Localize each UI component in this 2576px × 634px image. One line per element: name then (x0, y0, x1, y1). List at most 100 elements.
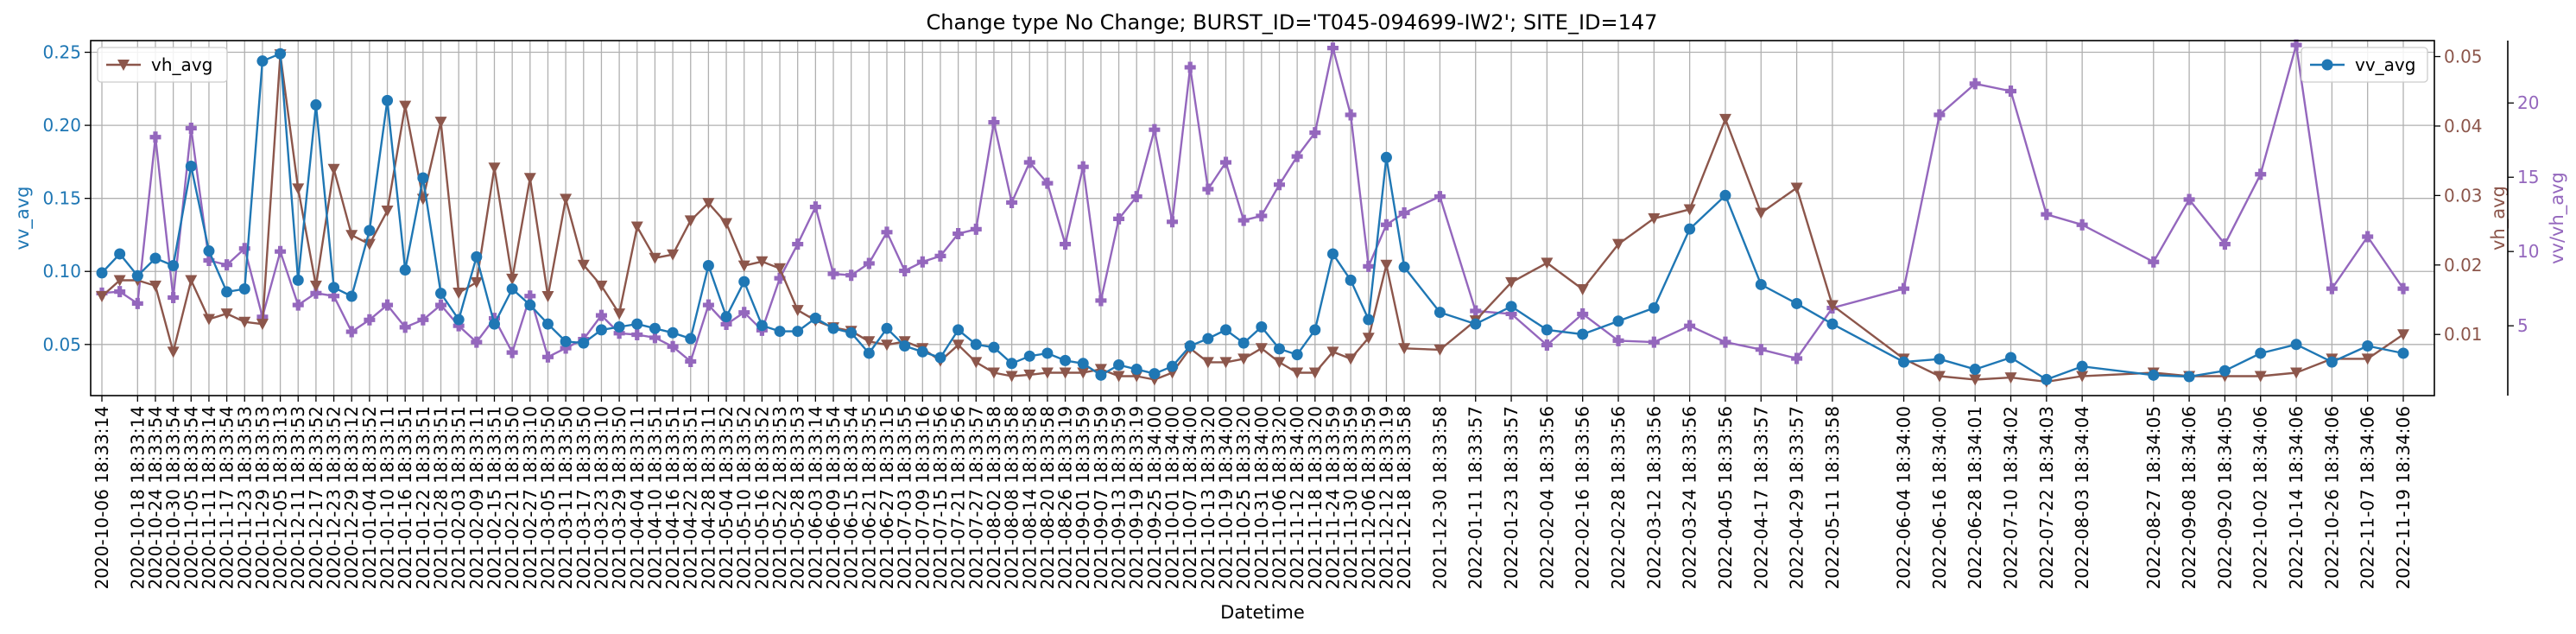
data-point (1612, 315, 1624, 327)
data-point (685, 355, 697, 367)
x-tick-label: 2020-10-18 18:33:14 (127, 406, 148, 589)
x-tick-label: 2021-02-09 18:33:11 (466, 406, 487, 589)
x-tick-label: 2022-06-28 18:34:01 (1965, 406, 1985, 589)
data-point (488, 318, 500, 330)
data-point (1969, 374, 1982, 386)
data-point (1237, 353, 1250, 365)
data-point (791, 305, 804, 317)
data-point (1149, 124, 1161, 136)
data-point (934, 250, 946, 262)
x-tick-label: 2022-10-02 18:34:06 (2250, 406, 2271, 589)
x-tick-label: 2021-05-28 18:33:53 (788, 406, 808, 589)
legend-box (2301, 47, 2428, 83)
x-tick-label: 2021-07-15 18:33:56 (930, 406, 951, 589)
data-point (577, 259, 590, 271)
data-point (774, 272, 786, 284)
data-point (1380, 151, 1392, 163)
data-point (328, 282, 340, 294)
data-point (453, 314, 465, 326)
legends: vh_avg vv_avg (97, 47, 2428, 83)
data-point (2290, 39, 2302, 51)
x-tick-label: 2022-10-14 18:34:06 (2286, 406, 2307, 589)
data-point (1095, 369, 1107, 381)
x-tick-label: 2021-07-09 18:33:16 (912, 406, 933, 589)
data-point (1362, 333, 1375, 345)
y-tick-label-right: 0.02 (2444, 255, 2483, 276)
data-point (185, 160, 197, 172)
data-point (364, 225, 376, 237)
y-tick-label-left: 0.25 (42, 42, 81, 63)
data-point (1363, 260, 1375, 272)
data-point (1095, 295, 1107, 307)
data-point (345, 230, 358, 242)
x-tick-label: 2021-02-21 18:33:50 (502, 406, 522, 589)
x-tick-label: 2020-12-05 18:33:13 (270, 406, 291, 589)
data-point (809, 201, 821, 213)
data-point (578, 337, 590, 349)
x-tick-label: 2020-12-11 18:33:53 (288, 406, 308, 589)
data-point (738, 307, 750, 319)
data-point (953, 228, 965, 240)
data-point (737, 260, 750, 272)
data-point (1345, 353, 1358, 365)
x-tick-label: 2022-01-23 18:33:57 (1501, 406, 1522, 589)
data-point (649, 332, 661, 344)
data-point (1790, 182, 1803, 194)
data-point (1113, 358, 1125, 371)
x-tick-label: 2021-06-15 18:33:54 (841, 406, 862, 589)
data-point (1273, 343, 1285, 355)
x-tick-label: 2022-06-04 18:34:00 (1894, 406, 1915, 589)
data-point (630, 221, 643, 233)
data-point (1718, 113, 1731, 125)
x-tick-label: 2022-04-17 18:33:57 (1750, 406, 1771, 589)
data-point (1612, 334, 1624, 346)
x-tick-label: 2021-06-21 18:33:55 (858, 406, 879, 589)
data-point (434, 117, 447, 129)
data-point (613, 308, 626, 320)
y-axis-label-left: vv_avg (12, 187, 34, 250)
data-point (667, 340, 679, 352)
y-tick-label-left: 0.15 (42, 188, 81, 209)
x-tick-label: 2021-04-10 18:33:51 (644, 406, 665, 589)
legend-vv-avg: vv_avg (2301, 47, 2428, 83)
x-tick-label: 2021-05-16 18:33:52 (751, 406, 772, 589)
data-point (1041, 177, 1054, 189)
x-tick-label: 2021-09-01 18:33:59 (1073, 406, 1093, 589)
data-point (221, 259, 233, 271)
data-point (756, 256, 769, 268)
data-point (1130, 364, 1142, 376)
data-point (1006, 358, 1018, 370)
x-tick-label: 2021-05-04 18:33:52 (716, 406, 737, 589)
data-point (345, 290, 358, 302)
data-point (613, 327, 625, 339)
data-point (756, 320, 768, 332)
data-point (1648, 336, 1660, 348)
data-point (738, 276, 750, 288)
data-point (1326, 248, 1339, 260)
data-point (1149, 368, 1161, 380)
series-line (101, 53, 2404, 384)
x-tick-label: 2022-07-10 18:34:02 (2001, 406, 2022, 589)
data-point (1826, 318, 1839, 330)
data-point (1684, 223, 1696, 235)
data-point (131, 269, 143, 282)
data-point (774, 263, 787, 275)
x-tick-label: 2020-11-17 18:33:54 (217, 406, 237, 589)
data-point (1363, 314, 1375, 326)
data-point (1934, 353, 1946, 365)
data-point (2076, 371, 2089, 383)
data-point (2004, 372, 2017, 384)
data-point (881, 226, 893, 238)
data-point (541, 318, 554, 330)
x-tick-label: 2022-10-26 18:34:06 (2321, 406, 2342, 589)
data-point (114, 286, 126, 298)
series-vv-vh-avg (96, 39, 2409, 367)
data-point (631, 318, 643, 330)
data-point (541, 290, 554, 302)
data-point (1237, 214, 1250, 226)
x-tick-label: 2022-09-08 18:34:06 (2179, 406, 2199, 589)
data-point (1201, 357, 1214, 369)
data-point (364, 314, 376, 326)
data-point (149, 280, 161, 292)
data-point (988, 117, 1000, 129)
